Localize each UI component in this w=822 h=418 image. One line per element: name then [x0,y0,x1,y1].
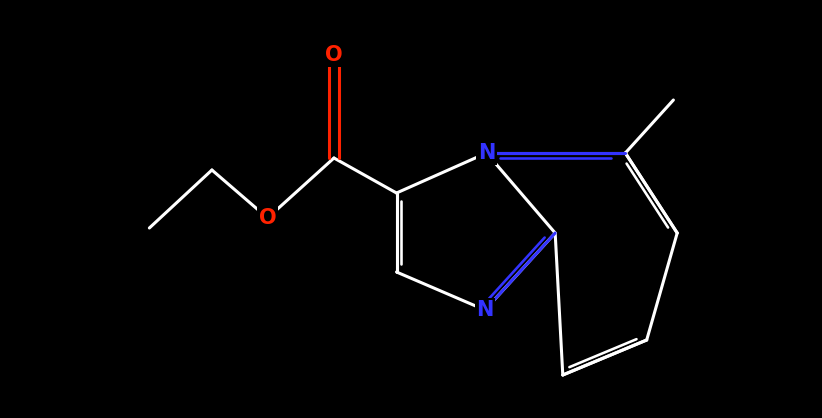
Text: O: O [259,208,276,228]
Text: O: O [326,45,343,65]
Text: N: N [478,143,495,163]
Text: N: N [476,300,494,320]
